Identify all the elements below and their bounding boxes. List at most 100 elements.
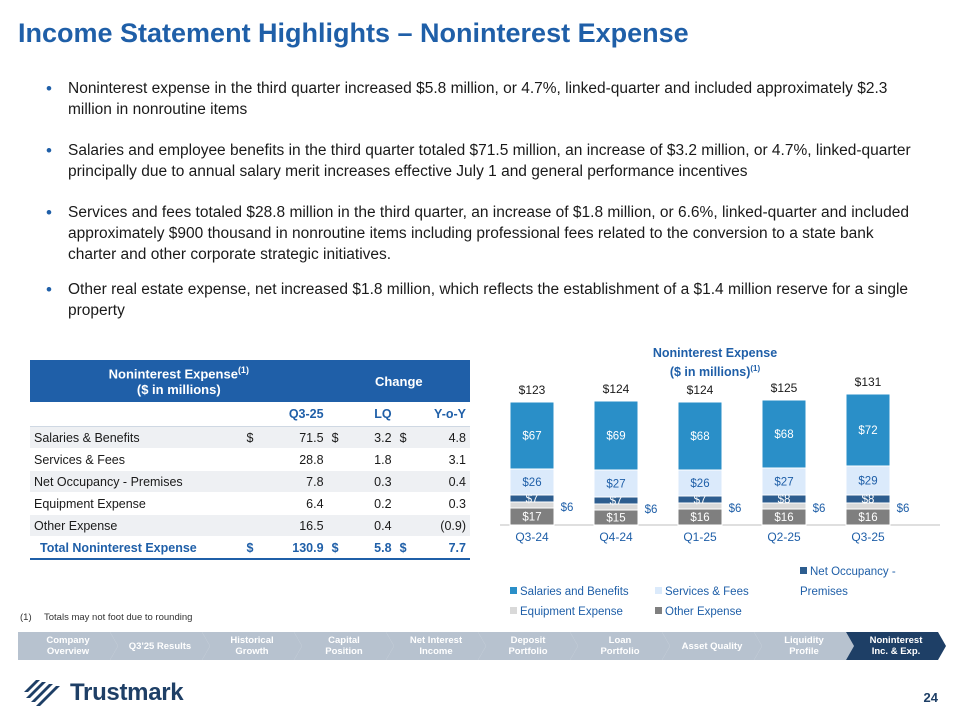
column-header: Y-o-Y — [395, 402, 470, 427]
nav-tab-label: Loan — [608, 635, 632, 646]
legend-swatch — [800, 567, 807, 574]
total-label: $131 — [855, 375, 882, 389]
nav-tab-company-overview[interactable]: Company Overview — [18, 632, 118, 660]
data-label: $16 — [858, 512, 877, 524]
page-title: Income Statement Highlights – Noninteres… — [18, 18, 689, 48]
total-value: 5.8 — [348, 536, 396, 560]
nav-tab-label: Noninterest — [869, 635, 923, 646]
nav-tab-label: Asset Quality — [681, 640, 743, 652]
row-value-yoy: 4.8 — [416, 426, 470, 449]
nav-tab-loan-portfolio[interactable]: Loan Portfolio — [570, 632, 670, 660]
data-label: $17 — [522, 512, 541, 524]
nav-tab-label: Position — [325, 646, 363, 657]
data-label: $7 — [694, 495, 707, 507]
nav-tab-label: Deposit — [510, 635, 546, 646]
row-label: Salaries & Benefits — [30, 426, 243, 449]
trustmark-logo-icon — [24, 680, 60, 706]
total-value: 130.9 — [263, 536, 328, 560]
nav-tab-label: Liquidity — [784, 635, 824, 646]
currency-symbol: $ — [242, 536, 264, 560]
row-label: Equipment Expense — [30, 492, 243, 515]
logo-text: Trustmark — [70, 679, 184, 706]
nav-tab-label: Growth — [235, 646, 269, 657]
data-label: $67 — [522, 431, 541, 443]
total-label: Total Noninterest Expense — [30, 536, 243, 560]
page-number: 24 — [923, 690, 938, 705]
nav-tab-asset-quality[interactable]: Asset Quality — [662, 632, 762, 660]
data-label: $8 — [862, 494, 875, 506]
data-label: $6 — [729, 503, 742, 515]
legend-item: Equipment Expense — [510, 602, 655, 622]
currency-symbol — [327, 492, 349, 515]
currency-symbol — [242, 492, 264, 515]
data-label: $7 — [610, 496, 623, 508]
footnote-number: (1) — [20, 612, 32, 623]
currency-symbol — [327, 448, 349, 471]
bullet-item: Services and fees totaled $28.8 million … — [40, 202, 920, 265]
bar-segment-salaries-and-benefits — [593, 400, 639, 471]
bar-segment-salaries-and-benefits — [677, 401, 723, 471]
total-label: $124 — [603, 382, 630, 396]
table-total-row: Total Noninterest Expense $ 130.9 $ 5.8 … — [30, 536, 470, 560]
table-row: Other Expense 16.5 0.4 (0.9) — [30, 514, 470, 537]
row-value-lq: 0.3 — [348, 470, 396, 493]
total-value: 7.7 — [416, 536, 470, 560]
table-header: Noninterest Expense(1) ($ in millions) C… — [30, 360, 470, 402]
data-label: $6 — [561, 502, 574, 514]
row-value-q3-25: 28.8 — [263, 448, 328, 471]
column-header: Q3-25 — [242, 402, 328, 427]
nav-tab-q3-25-results[interactable]: Q3'25 Results — [110, 632, 210, 660]
row-value-q3-25: 16.5 — [263, 514, 328, 537]
nav-tab-label: Profile — [789, 646, 819, 657]
row-value-lq: 0.4 — [348, 514, 396, 537]
data-label: $29 — [858, 476, 877, 488]
table-row: Equipment Expense 6.4 0.2 0.3 — [30, 492, 470, 515]
data-label: $7 — [526, 494, 539, 506]
nav-tab-historical-growth[interactable]: Historical Growth — [202, 632, 302, 660]
legend-swatch — [510, 607, 517, 614]
data-label: $6 — [645, 504, 658, 516]
nav-tab-capital-position[interactable]: Capital Position — [294, 632, 394, 660]
table-header-title: Noninterest Expense(1) ($ in millions) — [30, 360, 328, 402]
row-value-lq: 1.8 — [348, 448, 396, 471]
currency-symbol: $ — [327, 536, 349, 560]
row-label: Other Expense — [30, 514, 243, 537]
legend-swatch — [510, 587, 517, 594]
row-value-yoy: (0.9) — [416, 514, 470, 537]
bar-segment-services-fees — [593, 469, 639, 498]
table-row: Net Occupancy - Premises 7.8 0.3 0.4 — [30, 470, 470, 493]
nav-tab-noninterest-inc-exp-[interactable]: Noninterest Inc. & Exp. — [846, 632, 946, 660]
row-label: Net Occupancy - Premises — [30, 470, 243, 493]
legend-item: Net Occupancy - Premises — [800, 562, 940, 598]
nav-tab-label: Portfolio — [508, 646, 548, 657]
row-value-yoy: 0.4 — [416, 470, 470, 493]
bar-segment-salaries-and-benefits — [845, 393, 891, 467]
nav-tab-label: Inc. & Exp. — [871, 646, 921, 657]
row-value-yoy: 3.1 — [416, 448, 470, 471]
legend-item: Other Expense — [655, 602, 795, 622]
table-header-change: Change — [327, 360, 470, 402]
bullet-item: Noninterest expense in the third quarter… — [40, 78, 920, 120]
table-row: Salaries & Benefits $71.5 $3.2 $4.8 — [30, 426, 470, 449]
section-nav: Company Overview Q3'25 Results Historical Gr… — [18, 632, 948, 660]
bullet-item: Other real estate expense, net increased… — [40, 279, 920, 321]
nav-tab-label: Q3'25 Results — [128, 640, 192, 652]
nav-tab-label: Capital — [328, 635, 360, 646]
legend-label: Equipment Expense — [520, 606, 623, 618]
category-label: Q1-25 — [683, 530, 717, 544]
row-value-lq: 3.2 — [348, 426, 396, 449]
currency-symbol — [395, 492, 417, 515]
nav-tab-label: Company — [46, 635, 90, 646]
nav-tab-liquidity-profile[interactable]: Liquidity Profile — [754, 632, 854, 660]
nav-tab-net-interest-income[interactable]: Net Interest Income — [386, 632, 486, 660]
currency-symbol — [242, 470, 264, 493]
category-label: Q3-24 — [515, 530, 549, 544]
bar-segment-salaries-and-benefits — [761, 399, 807, 469]
total-label: $125 — [771, 381, 798, 395]
footnote-text: Totals may not foot due to rounding — [44, 612, 193, 623]
bullet-list: Noninterest expense in the third quarter… — [40, 78, 920, 321]
bullet-item: Salaries and employee benefits in the th… — [40, 140, 920, 182]
nav-tab-deposit-portfolio[interactable]: Deposit Portfolio — [478, 632, 578, 660]
total-label: $123 — [519, 383, 546, 397]
data-label: $69 — [606, 431, 625, 443]
